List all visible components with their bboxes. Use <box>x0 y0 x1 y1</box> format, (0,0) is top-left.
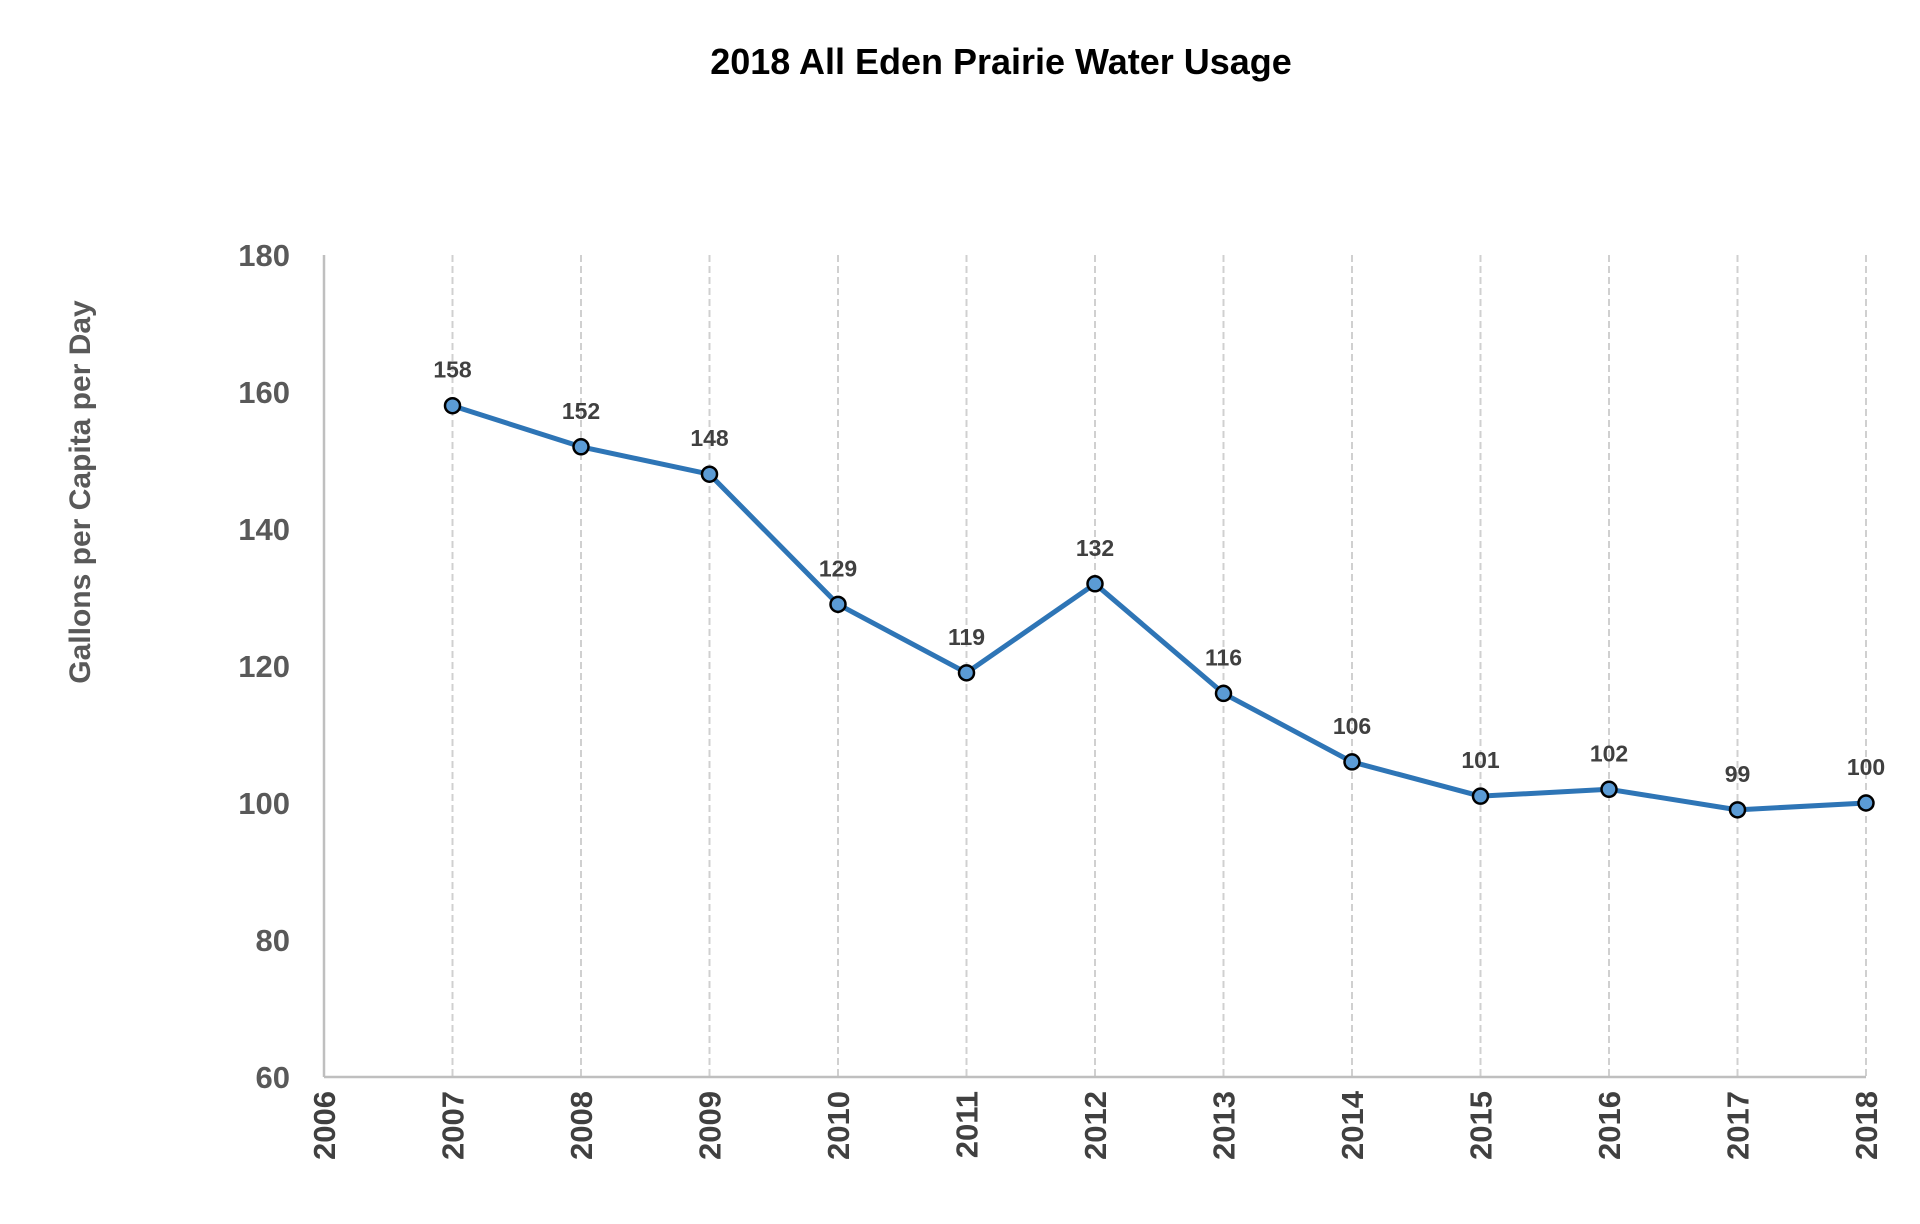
data-point <box>1343 753 1361 771</box>
y-tick-label: 100 <box>238 786 290 821</box>
data-point <box>700 465 719 483</box>
data-point <box>572 438 590 456</box>
data-point <box>1600 780 1618 799</box>
data-label: 129 <box>819 555 857 581</box>
data-label: 100 <box>1847 754 1885 780</box>
data-label: 119 <box>948 624 985 650</box>
x-tick-label: 2011 <box>950 1091 985 1158</box>
data-point <box>1857 794 1875 812</box>
x-tick-label: 2006 <box>307 1091 342 1160</box>
y-tick-label: 120 <box>238 649 290 684</box>
y-tick-label: 80 <box>256 923 290 958</box>
data-label: 132 <box>1076 535 1114 561</box>
y-axis-label: Gallons per Capita per Day <box>64 300 97 684</box>
x-tick-label: 2010 <box>821 1091 856 1160</box>
x-tick-label: 2015 <box>1464 1091 1499 1160</box>
data-point <box>1214 684 1233 703</box>
data-label: 148 <box>690 425 729 451</box>
data-point <box>1471 787 1490 805</box>
data-label: 102 <box>1590 740 1628 766</box>
data-point <box>1086 575 1104 593</box>
data-label: 152 <box>562 398 600 424</box>
x-tick-label: 2012 <box>1078 1091 1113 1160</box>
y-tick-label: 160 <box>238 375 290 410</box>
y-tick-label: 180 <box>238 238 290 273</box>
x-tick-label: 2007 <box>436 1091 471 1160</box>
data-point <box>443 396 462 415</box>
series-line <box>451 403 1867 813</box>
data-point <box>1728 801 1747 819</box>
x-tick-label: 2016 <box>1592 1091 1627 1160</box>
data-point <box>829 595 847 614</box>
data-point <box>957 664 976 682</box>
data-label: 99 <box>1725 761 1751 787</box>
x-tick-label: 2017 <box>1721 1091 1756 1160</box>
x-tick-label: 2014 <box>1335 1090 1370 1160</box>
x-tick-label: 2018 <box>1849 1091 1884 1160</box>
data-label: 116 <box>1205 644 1242 670</box>
data-label: 101 <box>1461 747 1500 773</box>
x-tick-label: 2013 <box>1207 1091 1242 1160</box>
data-label: 106 <box>1333 713 1371 739</box>
y-tick-label: 140 <box>238 512 290 547</box>
y-tick-label: 60 <box>256 1060 290 1095</box>
data-label: 158 <box>433 357 472 383</box>
x-tick-label: 2009 <box>693 1091 728 1160</box>
x-tick-label: 2008 <box>564 1091 599 1160</box>
chart-title: 2018 All Eden Prairie Water Usage <box>710 41 1292 82</box>
